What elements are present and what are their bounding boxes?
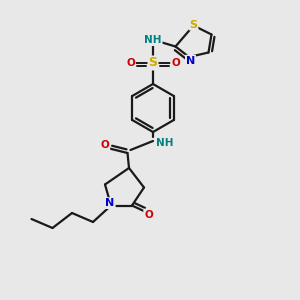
- Text: N: N: [106, 198, 115, 208]
- Text: N: N: [186, 56, 195, 66]
- Text: S: S: [148, 56, 158, 70]
- Text: O: O: [171, 58, 180, 68]
- Text: O: O: [144, 209, 153, 220]
- Text: O: O: [126, 58, 135, 68]
- Text: NH: NH: [144, 35, 162, 45]
- Text: O: O: [100, 140, 109, 151]
- Text: S: S: [190, 20, 197, 30]
- Text: NH: NH: [156, 137, 174, 148]
